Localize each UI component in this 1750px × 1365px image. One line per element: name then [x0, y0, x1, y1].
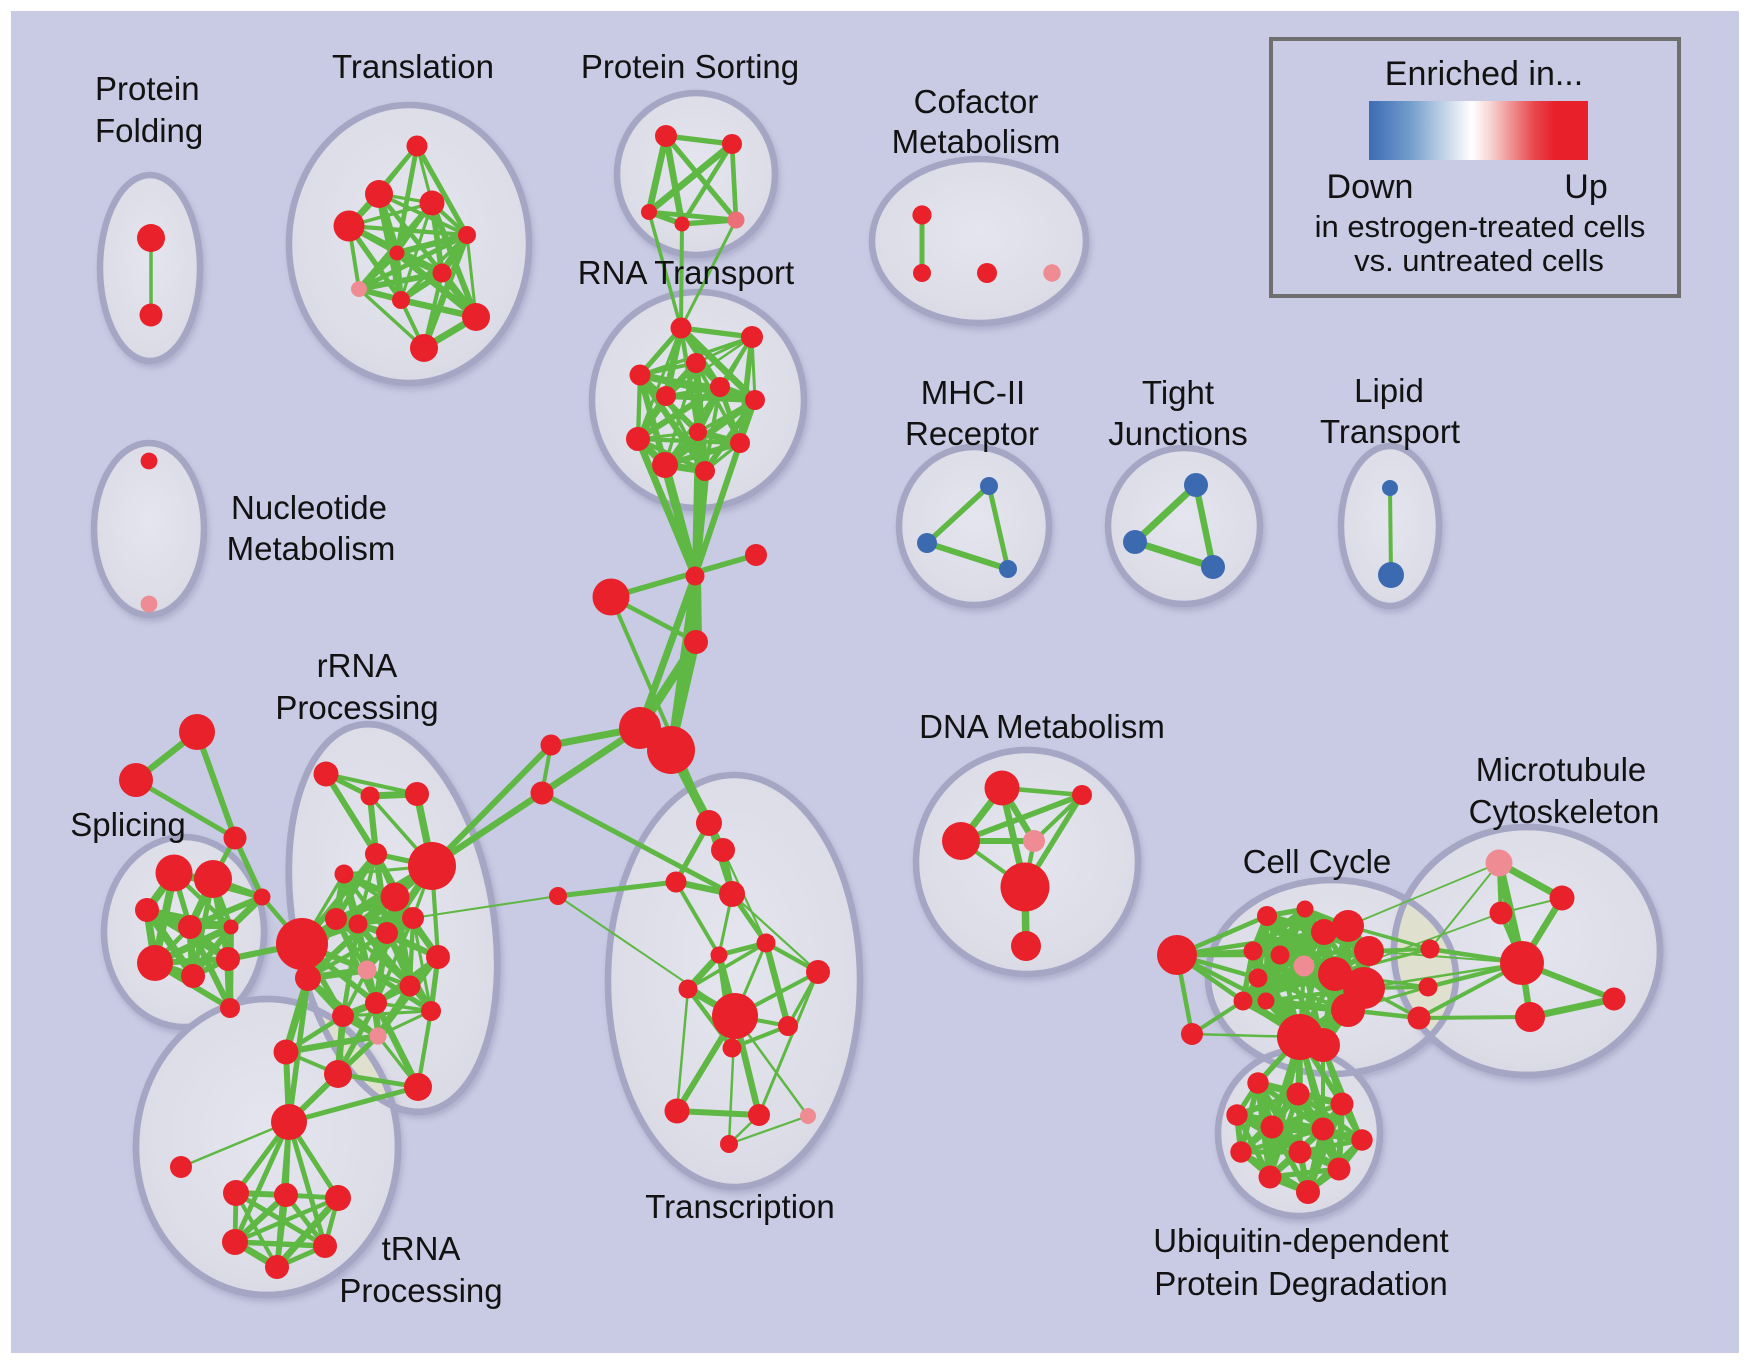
svg-text:Microtubule: Microtubule	[1476, 751, 1647, 788]
svg-text:Metabolism: Metabolism	[892, 123, 1061, 160]
svg-text:Enriched in...: Enriched in...	[1385, 55, 1583, 93]
svg-text:tRNA: tRNA	[382, 1230, 461, 1267]
svg-text:vs. untreated cells: vs. untreated cells	[1354, 243, 1604, 278]
svg-text:Folding: Folding	[95, 112, 203, 149]
svg-text:Receptor: Receptor	[905, 415, 1039, 452]
svg-text:DNA Metabolism: DNA Metabolism	[919, 708, 1165, 745]
svg-text:Protein Sorting: Protein Sorting	[581, 48, 799, 85]
svg-text:Tight: Tight	[1142, 374, 1214, 411]
svg-text:MHC-II: MHC-II	[921, 374, 1025, 411]
svg-text:Processing: Processing	[339, 1272, 502, 1309]
svg-text:Translation: Translation	[332, 48, 494, 85]
svg-text:Cofactor: Cofactor	[914, 83, 1039, 120]
svg-text:in estrogen-treated cells: in estrogen-treated cells	[1315, 209, 1646, 244]
svg-text:RNA Transport: RNA Transport	[578, 254, 794, 291]
svg-text:Junctions: Junctions	[1108, 415, 1247, 452]
svg-text:Metabolism: Metabolism	[227, 530, 396, 567]
svg-text:Processing: Processing	[275, 689, 438, 726]
svg-text:Ubiquitin-dependent: Ubiquitin-dependent	[1153, 1222, 1448, 1259]
svg-text:Protein Degradation: Protein Degradation	[1154, 1265, 1448, 1302]
svg-text:Transcription: Transcription	[645, 1188, 835, 1225]
svg-text:Cell Cycle: Cell Cycle	[1243, 843, 1392, 880]
svg-text:Lipid: Lipid	[1354, 372, 1424, 409]
svg-text:Transport: Transport	[1320, 413, 1460, 450]
svg-text:rRNA: rRNA	[317, 647, 398, 684]
svg-text:Nucleotide: Nucleotide	[231, 489, 387, 526]
svg-text:Protein: Protein	[95, 70, 200, 107]
svg-text:Splicing: Splicing	[70, 806, 186, 843]
svg-text:Cytoskeleton: Cytoskeleton	[1469, 793, 1660, 830]
svg-text:Up: Up	[1564, 168, 1607, 206]
svg-text:Down: Down	[1327, 168, 1414, 206]
